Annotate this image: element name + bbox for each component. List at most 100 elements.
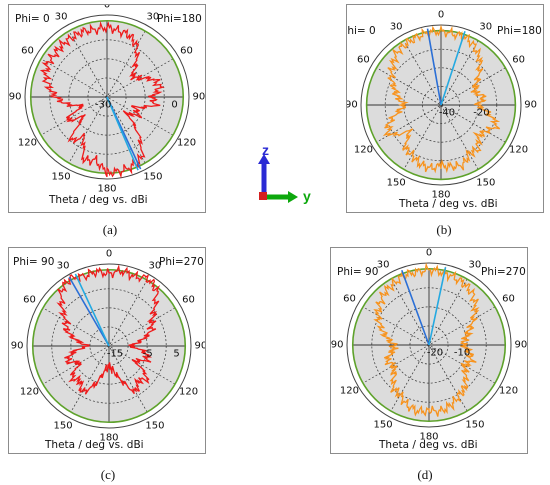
angle-tick-label: 60 [502,293,515,305]
angle-tick-label: 120 [509,144,529,156]
angle-tick-label: 30 [479,21,493,33]
phi-right-label: Phi=270 [159,256,204,268]
footer-label: Theta / deg vs. dBi [49,194,148,206]
radial-scale-label: -20 [426,347,444,359]
angle-tick-label: 180 [99,432,119,444]
angle-tick-label: 30 [468,259,482,271]
radial-scale-label: -15 [106,348,124,360]
angle-tick-label: 90 [524,99,537,111]
y-axis-label: y [303,188,311,204]
angle-tick-label: 120 [498,385,519,397]
angle-tick-label: 30 [148,260,162,272]
radiation-pattern-trace [56,264,161,395]
outer-circle [346,262,512,428]
angle-tick-label: 150 [386,177,406,189]
angle-tick-label: 30 [56,260,70,272]
angular-grid-line [376,67,506,143]
angle-tick-label: 120 [353,144,373,156]
angle-tick-label: 60 [343,293,356,305]
caption-b: (b) [436,222,452,237]
polar-panel-a: Phi= 0 Phi=180 Theta / deg vs. dBi 0 30 30… [8,4,206,213]
angle-tick-label: 150 [465,419,485,431]
angle-tick-label: 60 [180,45,193,57]
angle-tick-label: 60 [512,54,525,66]
angle-tick-label: 30 [389,21,403,33]
polar-panel-c: Phi= 90 Phi=270 Theta / deg vs. dBi 0 30 3… [8,247,206,454]
radiation-pattern-trace [39,20,165,179]
phi-left-label: Phi= 90 [337,266,379,278]
angle-tick-label: 150 [373,419,393,431]
outer-circle [24,14,190,180]
radial-scale-label: -5 [142,348,153,360]
radial-scale-label: 0 [171,99,178,111]
angle-tick-label: 120 [176,137,197,149]
radial-scale-label: -20 [473,107,490,119]
radiation-pattern-trace [373,262,480,417]
reference-circle [365,29,517,181]
angle-tick-label: 60 [23,294,36,306]
phi-left-label: Phi= 0 [15,13,50,25]
angle-tick-label: 150 [145,420,165,432]
radial-scale-label: -10 [453,347,471,359]
angle-tick-label: 0 [425,247,433,259]
angle-tick-label: 180 [97,183,117,195]
angle-tick-label: 120 [17,137,37,149]
angle-tick-label: 120 [339,385,359,397]
footer-label: Theta / deg vs. dBi [45,439,144,451]
angle-tick-label: 150 [143,171,163,183]
angle-tick-label: 60 [357,54,370,66]
angle-tick-label: 60 [182,294,195,306]
phi-right-label: Phi=180 [157,13,202,25]
polar-plot-a [24,14,190,180]
angle-tick-label: 30 [146,11,160,23]
angle-tick-label: 30 [54,11,68,23]
phi-right-label: Phi=270 [481,266,526,278]
beam-direction-line [426,28,442,106]
phi-right-label: Phi=180 [497,25,542,37]
angle-tick-label: 30 [376,259,390,271]
radial-scale-label: -40 [438,107,456,119]
origin-marker [259,192,267,200]
angle-tick-label: 90 [330,339,344,351]
radiation-pattern-trace [382,24,501,174]
polar-plot-b [360,24,522,186]
caption-a: (a) [102,222,118,237]
angle-tick-label: 90 [514,339,528,351]
angle-tick-label: 90 [194,340,206,352]
angle-tick-label: 180 [419,431,439,443]
angle-tick-label: 90 [8,91,22,103]
z-axis-arrowhead [258,154,270,164]
y-axis-arrowhead [288,191,298,203]
axis-triad [258,154,298,203]
polar-plot-c [26,263,192,429]
footer-label: Theta / deg vs. dBi [379,439,478,451]
angular-grid-line [403,40,479,170]
angle-tick-label: 150 [53,420,73,432]
beam-direction-line [440,30,466,106]
radial-scale-label: 5 [173,348,180,360]
angular-grid-line [376,67,506,143]
angle-tick-label: 0 [105,248,113,260]
angular-grid-line [403,40,479,170]
radial-scale-label: -30 [94,99,112,111]
beam-direction-line [74,273,110,347]
angle-tick-label: 180 [431,189,451,201]
beam-direction-line [428,267,447,346]
beam-direction-line [106,96,139,171]
caption-c: (c) [100,467,116,482]
angle-tick-label: 120 [19,386,39,398]
angle-tick-label: 0 [103,4,111,11]
z-axis-label: z [262,142,269,158]
angle-tick-label: 150 [51,171,71,183]
reference-circle [31,268,187,424]
polar-panel-d: Phi= 90 Phi=270 Theta / deg vs. dBi 0 30 3… [330,247,528,454]
polar-plot-d [346,262,512,428]
angle-tick-label: 90 [192,91,206,103]
phi-left-label: Phi= 90 [13,256,55,268]
polar-panel-b: Phi= 0 Phi=180 Theta / deg vs. dBi 0 30 30… [346,4,544,213]
angle-tick-label: 0 [437,9,445,21]
outer-circle [26,263,192,429]
angle-tick-label: 60 [21,45,34,57]
beam-direction-line [68,276,110,347]
angle-tick-label: 150 [476,177,496,189]
